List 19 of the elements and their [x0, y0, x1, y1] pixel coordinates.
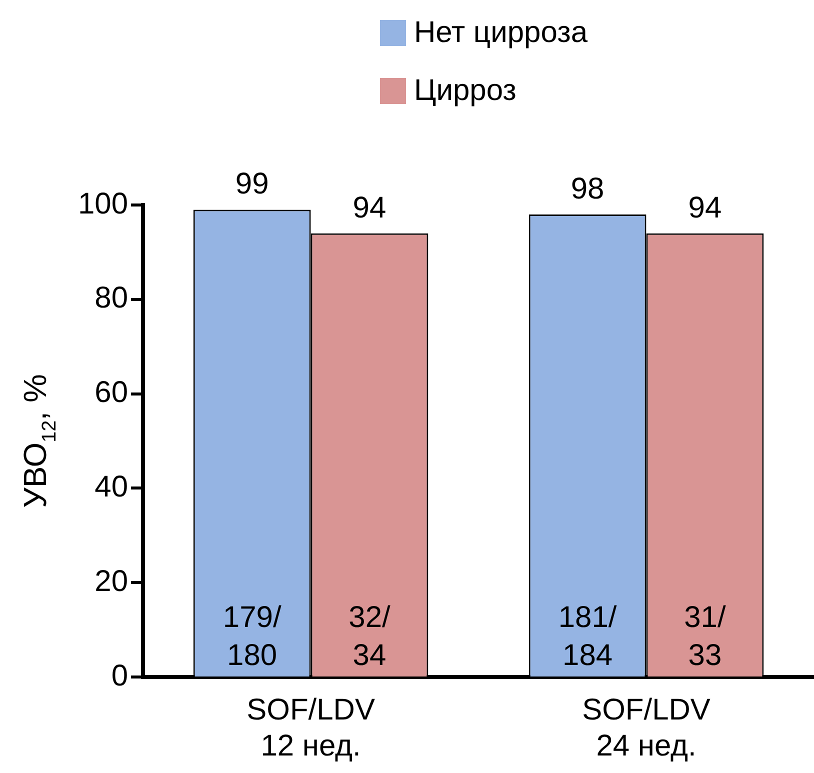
data-label: 98	[570, 172, 604, 206]
data-label: 99	[235, 168, 269, 201]
y-tick-label: 80	[94, 282, 128, 315]
annotation: 31/33	[684, 601, 726, 672]
y-tick-label: 0	[111, 659, 128, 692]
x-tick-label: SOF/LDV 24 нед.	[582, 693, 710, 762]
legend-label: Цирроз	[414, 74, 516, 108]
annotation: 179/180	[222, 601, 282, 672]
annotation: 181/184	[558, 601, 618, 672]
data-label: 94	[352, 191, 386, 224]
y-tick-label: 60	[94, 376, 128, 410]
y-axis-title: УВО12, %	[17, 374, 61, 508]
data-label: 94	[688, 191, 722, 224]
annotation: 32/34	[348, 601, 392, 672]
legend-label: Нет цирроза	[414, 16, 588, 50]
y-tick-label: 100	[78, 187, 128, 220]
y-tick-label: 20	[94, 564, 128, 598]
y-tick-label: 40	[94, 470, 128, 504]
x-tick-label: SOF/LDV 12 нед.	[246, 693, 375, 762]
